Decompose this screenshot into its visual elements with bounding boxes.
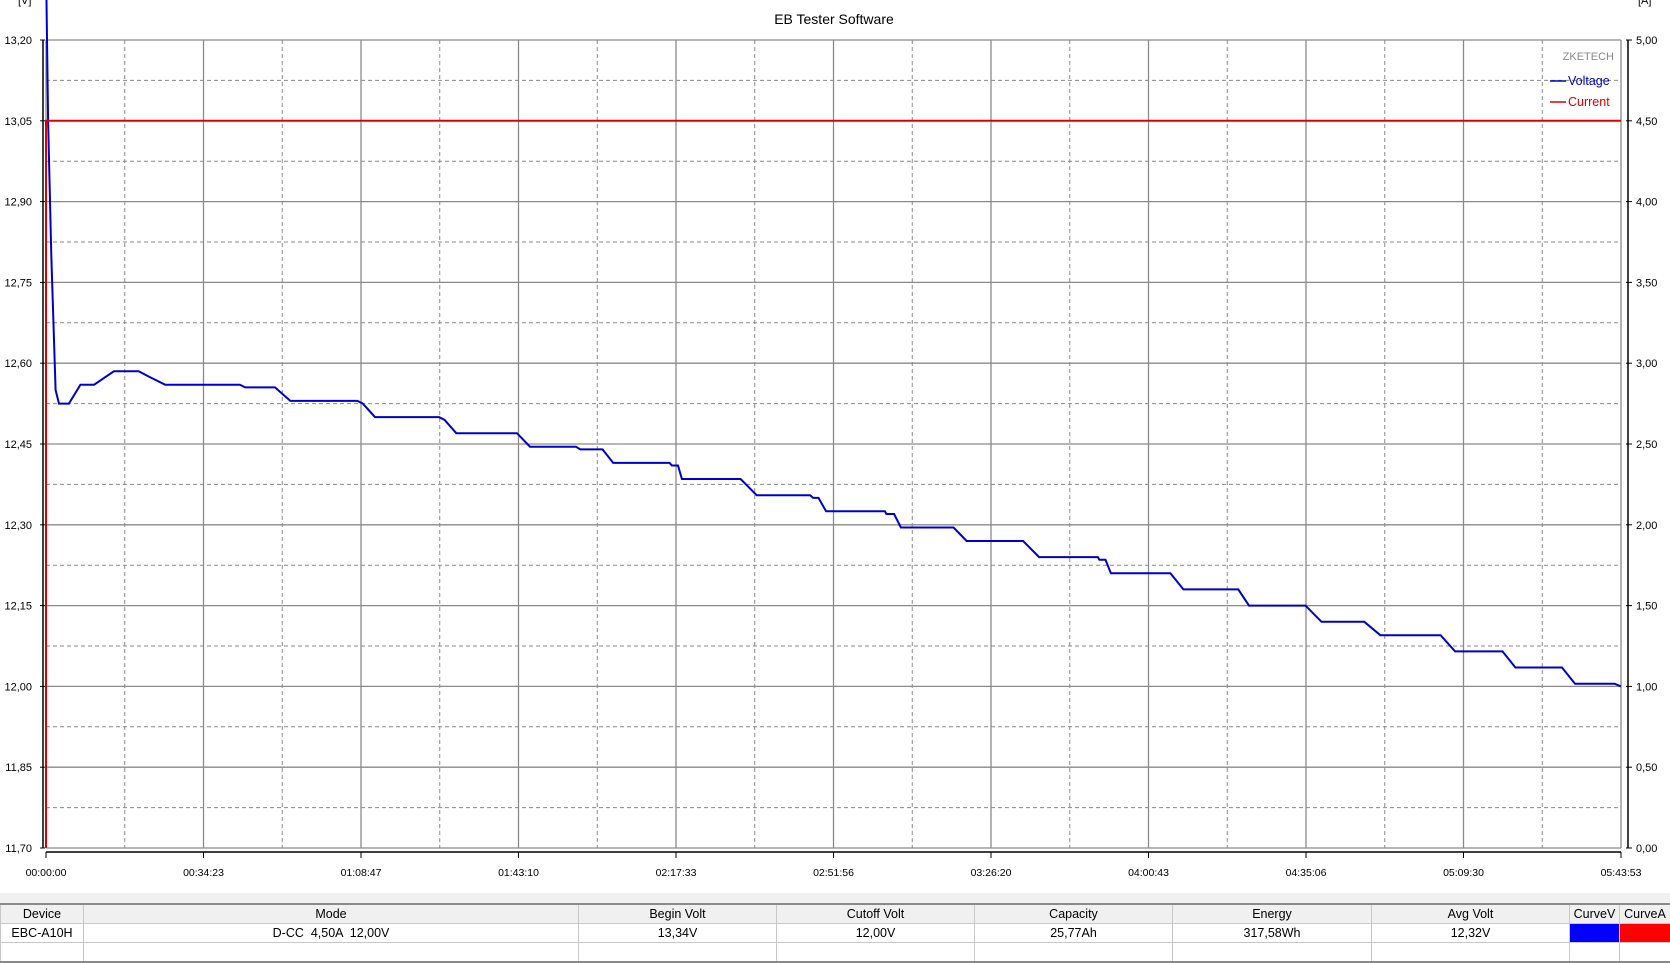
empty-cell: [1, 943, 84, 963]
chart-title: EB Tester Software: [774, 11, 894, 27]
table-row-empty: [1, 943, 1670, 963]
y-left-tick-label: 12,60: [4, 358, 32, 370]
chart: EB Tester Software [V] [A] 11,70 0,00 11,85 0,…: [0, 0, 1670, 893]
legend-label-voltage: Voltage: [1568, 74, 1610, 88]
y-axis-right-unit: [A]: [1638, 0, 1651, 7]
y-right-tick-label: 2,50: [1636, 439, 1657, 451]
header-curve-a[interactable]: CurveA: [1620, 904, 1670, 924]
header-avg-volt[interactable]: Avg Volt: [1372, 904, 1570, 924]
header-begin-volt[interactable]: Begin Volt: [579, 904, 777, 924]
y-right-tick-label: 3,00: [1636, 358, 1657, 370]
x-tick-label: 05:43:53: [1601, 867, 1642, 879]
table-header-row: Device Mode Begin Volt Cutoff Volt Capac…: [1, 904, 1670, 924]
empty-cell: [579, 943, 777, 963]
y-right-tick-label: 4,50: [1636, 116, 1657, 128]
x-tick-label: 01:08:47: [341, 867, 382, 879]
y-right-tick-label: 3,50: [1636, 277, 1657, 289]
header-device[interactable]: Device: [1, 904, 84, 924]
x-tick-label: 01:43:10: [498, 867, 539, 879]
x-tick-label: 04:35:06: [1286, 867, 1327, 879]
y-left-tick-label: 11,70: [5, 843, 32, 855]
y-right-tick-label: 5,00: [1636, 35, 1657, 47]
legend-label-current: Current: [1568, 95, 1610, 109]
y-left-tick-label: 12,30: [4, 520, 32, 532]
header-mode[interactable]: Mode: [84, 904, 579, 924]
x-tick-label: 03:26:20: [971, 867, 1012, 879]
y-left-tick-label: 12,15: [4, 601, 32, 613]
cell-energy: 317,58Wh: [1173, 924, 1372, 943]
header-capacity[interactable]: Capacity: [975, 904, 1173, 924]
y-right-tick-label: 1,00: [1636, 681, 1657, 693]
x-tick-label: 02:17:33: [656, 867, 697, 879]
y-right-tick-label: 0,50: [1636, 762, 1657, 774]
table-row[interactable]: EBC-A10H D-CC 4,50A 12,00V 13,34V 12,00V…: [1, 924, 1670, 943]
x-tick-label: 00:34:23: [183, 867, 224, 879]
y-right-tick-label: 1,50: [1636, 601, 1657, 613]
y-left-tick-label: 12,45: [4, 439, 32, 451]
empty-cell: [1570, 943, 1620, 963]
watermark-zketech: ZKETECH: [1563, 51, 1614, 63]
y-left-tick-label: 12,75: [4, 277, 32, 289]
y-right-tick-label: 0,00: [1636, 843, 1657, 855]
cell-begin-volt: 13,34V: [579, 924, 777, 943]
y-left-tick-label: 13,05: [4, 116, 32, 128]
x-tick-label: 02:51:56: [813, 867, 854, 879]
y-left-tick-label: 12,90: [4, 197, 32, 209]
y-left-tick-label: 11,85: [5, 762, 32, 774]
y-axis-left-unit: [V]: [18, 0, 31, 7]
y-right-tick-label: 4,00: [1636, 197, 1657, 209]
cell-cutoff-volt: 12,00V: [777, 924, 975, 943]
cell-curve-a[interactable]: [1620, 924, 1670, 943]
cell-curve-v[interactable]: [1570, 924, 1620, 943]
empty-cell: [84, 943, 579, 963]
y-right-tick-label: 2,00: [1636, 520, 1657, 532]
y-left-tick-label: 12,00: [4, 681, 32, 693]
cell-device: EBC-A10H: [1, 924, 84, 943]
summary-table: Device Mode Begin Volt Cutoff Volt Capac…: [0, 903, 1670, 963]
y-left-tick-label: 13,20: [4, 35, 32, 47]
cell-capacity: 25,77Ah: [975, 924, 1173, 943]
x-tick-label: 00:00:00: [26, 867, 67, 879]
curve-a-color-swatch[interactable]: [1620, 924, 1670, 942]
x-tick-label: 05:09:30: [1443, 867, 1484, 879]
empty-cell: [777, 943, 975, 963]
x-tick-label: 04:00:43: [1128, 867, 1169, 879]
table-separator: [0, 893, 1670, 903]
empty-cell: [1372, 943, 1570, 963]
curve-v-color-swatch[interactable]: [1570, 924, 1619, 942]
empty-cell: [1173, 943, 1372, 963]
empty-cell: [975, 943, 1173, 963]
empty-cell: [1620, 943, 1670, 963]
header-curve-v[interactable]: CurveV: [1570, 904, 1620, 924]
cell-avg-volt: 12,32V: [1372, 924, 1570, 943]
cell-mode: D-CC 4,50A 12,00V: [84, 924, 579, 943]
header-cutoff-volt[interactable]: Cutoff Volt: [777, 904, 975, 924]
header-energy[interactable]: Energy: [1173, 904, 1372, 924]
